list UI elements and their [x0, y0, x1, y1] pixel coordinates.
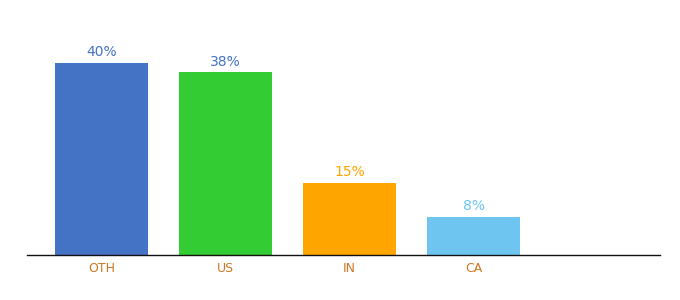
Text: 8%: 8% [462, 199, 485, 213]
Bar [303, 183, 396, 255]
Bar [55, 62, 148, 255]
Text: 15%: 15% [335, 165, 365, 179]
Bar [427, 217, 520, 255]
Text: 38%: 38% [210, 55, 241, 69]
Text: 40%: 40% [86, 45, 117, 59]
Bar [179, 72, 272, 255]
